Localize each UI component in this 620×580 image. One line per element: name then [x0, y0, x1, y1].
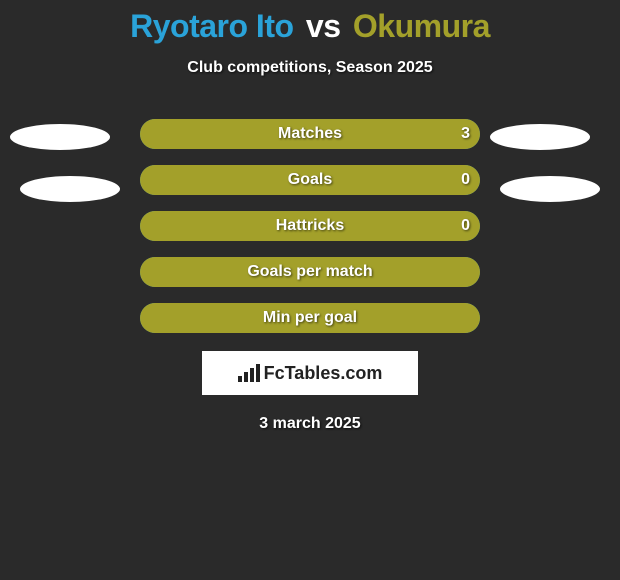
bar-container: Goals per match [140, 257, 480, 287]
decorative-ellipse [20, 176, 120, 202]
bar-value-right: 0 [461, 165, 470, 195]
bar-container: Min per goal [140, 303, 480, 333]
vs-separator: vs [306, 8, 341, 44]
bar-value-right: 3 [461, 119, 470, 149]
bar-container: Goals 0 [140, 165, 480, 195]
comparison-title: Ryotaro Ito vs Okumura [0, 0, 620, 45]
bar-value-right: 0 [461, 211, 470, 241]
decorative-ellipse [10, 124, 110, 150]
decorative-ellipse [500, 176, 600, 202]
bar-label: Goals [140, 165, 480, 195]
stat-row: Min per goal [0, 303, 620, 333]
player2-name: Okumura [353, 8, 490, 44]
date-text: 3 march 2025 [0, 415, 620, 433]
logo-text: FcTables.com [264, 363, 383, 384]
stat-bars: Matches 3 Goals 0 Hattricks 0 Goals per … [0, 119, 620, 333]
bar-label: Min per goal [140, 303, 480, 333]
bar-label: Matches [140, 119, 480, 149]
decorative-ellipse [490, 124, 590, 150]
subtitle: Club competitions, Season 2025 [0, 59, 620, 77]
player1-name: Ryotaro Ito [130, 8, 293, 44]
bar-container: Matches 3 [140, 119, 480, 149]
stat-row: Goals per match [0, 257, 620, 287]
bars-icon [238, 364, 260, 382]
bar-container: Hattricks 0 [140, 211, 480, 241]
logo-box: FcTables.com [202, 351, 418, 395]
logo: FcTables.com [238, 363, 383, 384]
bar-label: Hattricks [140, 211, 480, 241]
bar-label: Goals per match [140, 257, 480, 287]
stat-row: Hattricks 0 [0, 211, 620, 241]
